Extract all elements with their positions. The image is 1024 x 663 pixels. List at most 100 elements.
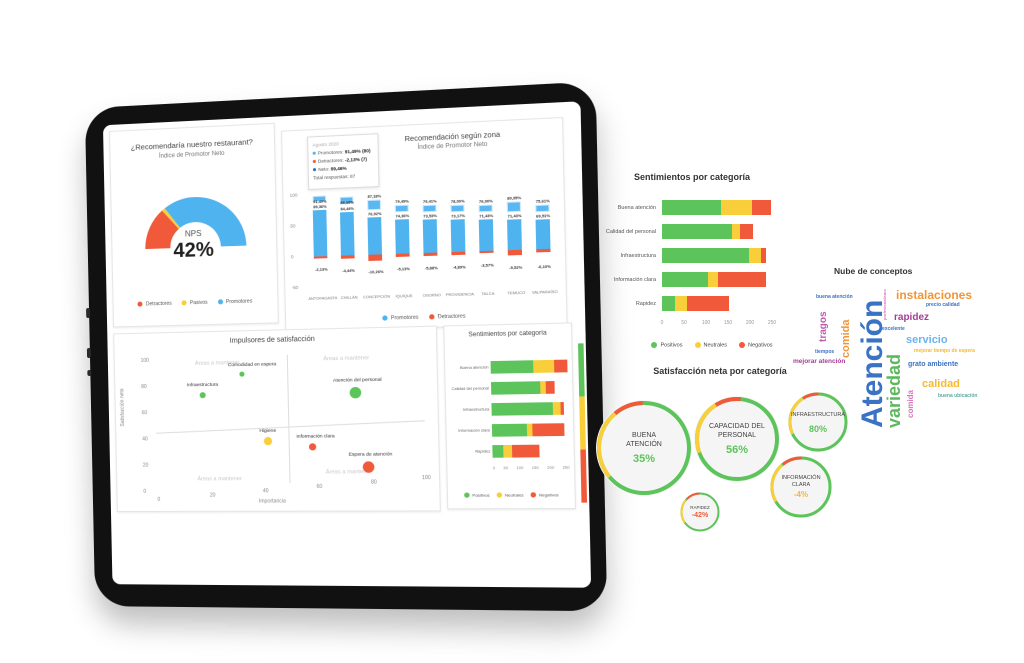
word[interactable]: comida xyxy=(906,389,915,418)
bar-antofagasta[interactable]: 91,49% 89,36% -2,13% xyxy=(306,193,335,293)
point-comodidad-en-espera[interactable] xyxy=(239,371,245,377)
area-label: Áreas a mantener xyxy=(323,355,370,363)
tablet-device: ¿Recomendaría nuestro restaurant? Índice… xyxy=(84,81,608,612)
ring-icon xyxy=(788,392,848,452)
point-informacion-clara[interactable] xyxy=(308,443,317,451)
bubble-informacion-clara[interactable]: INFORMACIÓN CLARA -4% xyxy=(770,456,832,518)
tablet-button xyxy=(87,369,92,377)
sentiment-legend: Positivos Neutrales Negativos xyxy=(632,342,792,348)
y-tick: 20 xyxy=(142,462,149,469)
zone-bar-plot: 91,49% 89,36% -2,13% 88,89% 84,44% -4,44… xyxy=(306,184,561,293)
bubble-infraestructura[interactable]: INFRAESTRUCTURA 80% xyxy=(788,392,848,452)
bubble-buena-atencion[interactable]: BUENA ATENCIÓN 35% xyxy=(596,400,692,496)
x-category: CONCEPCIÓN xyxy=(362,294,391,300)
word[interactable]: instalaciones xyxy=(896,288,973,302)
bubble-rapidez[interactable]: RAPIDEZ -42% xyxy=(680,492,720,532)
x-category: OSORNO xyxy=(422,293,441,298)
word[interactable]: mejorar atención xyxy=(793,358,846,365)
y-tick: 0 xyxy=(143,488,147,495)
bar-iquique[interactable]: 79,49% 74,36% -5,13% xyxy=(394,199,411,272)
sent-row-informacion-clara[interactable]: Información clara xyxy=(592,272,792,287)
bar-chillan[interactable]: 88,89% 84,44% -4,44% xyxy=(333,192,362,292)
word[interactable]: comida xyxy=(840,319,852,358)
legend-negativos[interactable]: Negativos xyxy=(530,492,559,498)
sent-row-buena-atencion[interactable]: Buena atención xyxy=(592,200,792,215)
y-tick: -50 xyxy=(291,284,299,291)
word[interactable]: profesionalismo xyxy=(882,289,887,320)
legend-positivos[interactable]: Positivos xyxy=(463,492,490,498)
word[interactable]: servicio xyxy=(906,334,948,346)
legend-detractores[interactable]: Detractores xyxy=(137,301,172,308)
point-label: Atención del personal xyxy=(333,377,382,384)
word[interactable]: buena atención xyxy=(816,294,853,300)
point-higiene[interactable] xyxy=(263,437,273,446)
point-espera-de-atencion[interactable] xyxy=(362,461,375,473)
word[interactable]: excelente xyxy=(882,326,905,332)
tablet-button xyxy=(86,307,91,319)
legend-neutrales[interactable]: Neutrales xyxy=(694,342,727,348)
bar-osorno[interactable]: 79,41% 73,53% -5,88% xyxy=(422,199,438,271)
point-label: Espera de atención xyxy=(348,452,393,458)
legend-promotores[interactable]: Promotores xyxy=(382,315,419,322)
point-infraestructura[interactable] xyxy=(199,392,206,399)
word[interactable]: precio calidad xyxy=(926,302,960,308)
mini-row-infraestructura[interactable]: Infraestructura xyxy=(446,402,575,416)
zone-legend: Promotores Detractores xyxy=(286,311,566,324)
x-category: VALPARAÍSO xyxy=(531,289,558,295)
sent-row-infraestructura[interactable]: Infraestructura xyxy=(592,248,792,263)
dashboard-screen: ¿Recomendaría nuestro restaurant? Índice… xyxy=(102,101,592,588)
word[interactable]: mejorar tiempo de espera xyxy=(914,348,975,354)
sent-row-rapidez[interactable]: Rapidez xyxy=(592,296,792,311)
bar-valparaiso[interactable]: 75,61% 69,51% -6,10% xyxy=(535,199,551,270)
bar-concepcion[interactable]: 87,18% 76,92% -10,26% xyxy=(367,194,384,275)
y-tick: 100 xyxy=(140,357,150,364)
point-label: Comodidad en espera xyxy=(227,362,277,369)
legend-detractores[interactable]: Detractores xyxy=(429,313,466,320)
sentiment-chart: Sentimientos por categoría Buena atenció… xyxy=(592,168,792,358)
word[interactable]: rapidez xyxy=(894,312,930,323)
ring-icon xyxy=(597,401,691,495)
word-cloud-title: Nube de conceptos xyxy=(834,266,913,276)
nps-gauge[interactable] xyxy=(139,186,251,251)
legend-positivos[interactable]: Positivos xyxy=(651,342,683,348)
quadrant-divider-v xyxy=(286,354,291,483)
area-label: Áreas a mantener xyxy=(197,476,242,483)
y-tick: 100 xyxy=(289,192,298,198)
mini-row-informacion-clara[interactable]: Información clara xyxy=(446,423,575,437)
word[interactable]: grato ambiente xyxy=(908,361,959,368)
ring-icon xyxy=(695,397,779,482)
point-atencion-del-personal[interactable] xyxy=(349,386,362,399)
point-label: Higiene xyxy=(259,428,277,435)
bubble-capacidad-del-personal[interactable]: CAPACIDAD DEL PERSONAL 56% xyxy=(694,396,780,482)
legend-negativos[interactable]: Negativos xyxy=(739,342,773,348)
nps-legend: Detractores Pasivos Promotores xyxy=(114,298,278,309)
word[interactable]: tragos xyxy=(818,311,829,342)
word[interactable]: calidad xyxy=(922,378,960,390)
quadrant-divider-h xyxy=(156,420,425,434)
mini-row-calidad-del-personal[interactable]: Calidad del personal xyxy=(446,381,575,396)
legend-pasivos[interactable]: Pasivos xyxy=(181,300,208,307)
y-tick: 60 xyxy=(141,410,148,417)
bar-temuco[interactable]: 80,95% 71,43% -9,52% xyxy=(506,195,523,271)
x-category: TALCA xyxy=(481,291,495,297)
word[interactable]: tiempos xyxy=(815,349,835,355)
net-satisfaction-title: Satisfacción neta por categoría xyxy=(653,366,787,376)
bar-talca[interactable]: 76,00% 71,43% -3,57% xyxy=(478,199,494,268)
mini-row-buena-atencion[interactable]: Buena atención xyxy=(445,359,574,374)
x-category: IQUIQUE xyxy=(395,293,413,299)
ring-icon xyxy=(770,456,832,518)
word[interactable]: buena ubicación xyxy=(938,393,978,399)
nps-card: ¿Recomendaría nuestro restaurant? Índice… xyxy=(109,122,279,328)
word[interactable]: variedad xyxy=(884,353,904,428)
mini-x-ticks: 0 50 100 150 200 250 xyxy=(492,465,570,471)
legend-promotores[interactable]: Promotores xyxy=(217,298,252,305)
sent-row-calidad-del-personal[interactable]: Calidad del personal xyxy=(592,224,792,239)
bar-providencia[interactable]: 78,00% 73,17% -4,89% xyxy=(450,199,466,270)
legend-neutrales[interactable]: Neutrales xyxy=(496,492,524,498)
mini-row-rapidez[interactable]: Rapidez xyxy=(447,444,576,458)
mini-legend: Positivos Neutrales Negativos xyxy=(448,492,575,498)
x-axis-label: Importancia xyxy=(258,498,286,505)
x-tick: 0 xyxy=(157,496,161,503)
y-tick: 0 xyxy=(290,254,294,260)
